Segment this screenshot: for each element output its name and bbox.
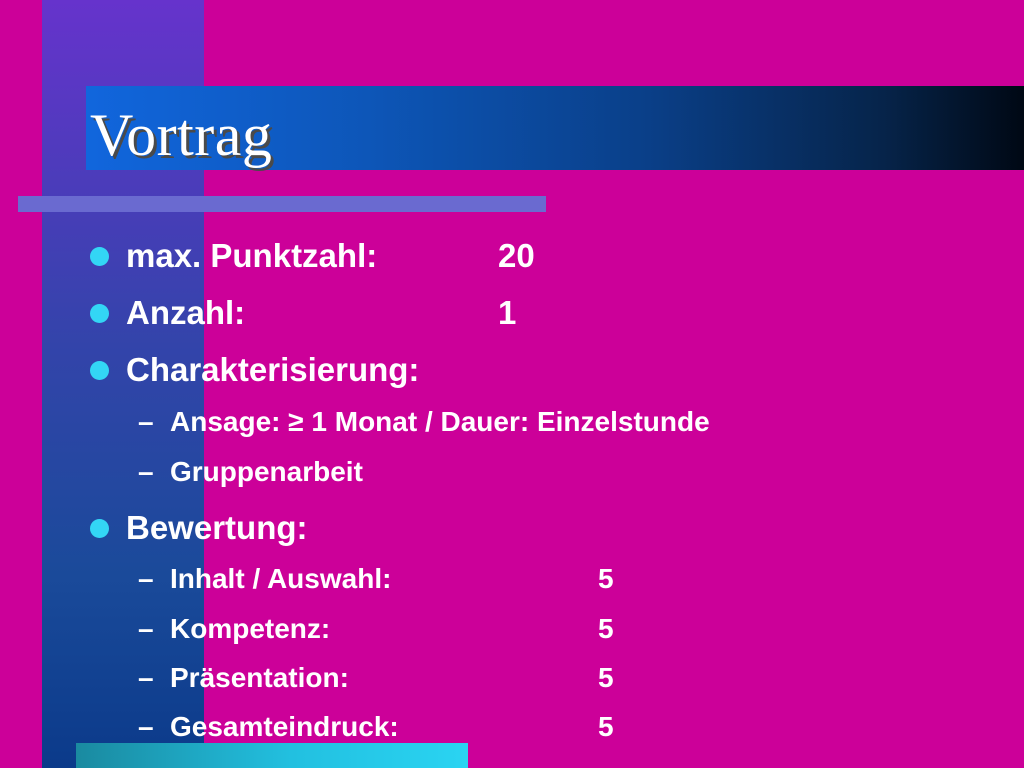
item-label: max. Punktzahl: <box>126 237 378 274</box>
title-band <box>86 86 1024 170</box>
dash-marker: – <box>138 563 154 594</box>
slide-title: Vortrag <box>90 102 273 168</box>
sub-item-label: Kompetenz: <box>170 613 331 644</box>
bottom-decorative-bar <box>76 743 468 768</box>
sub-item-value: 5 <box>598 662 614 693</box>
list-item-count: Anzahl: 1 <box>0 293 1024 333</box>
sub-item-value: 5 <box>598 613 614 644</box>
sub-item-value: 5 <box>598 711 614 742</box>
sub-item-competence: – Kompetenz: 5 <box>0 611 1024 647</box>
list-item-evaluation: Bewertung: <box>0 508 1024 548</box>
dash-marker: – <box>138 406 154 437</box>
item-label: Bewertung: <box>126 509 308 546</box>
sub-item-value: 5 <box>598 563 614 594</box>
bullet-icon <box>90 304 109 323</box>
sub-item-label: Präsentation: <box>170 662 349 693</box>
item-label: Anzahl: <box>126 294 246 331</box>
sub-item-presentation: – Präsentation: 5 <box>0 660 1024 696</box>
sub-item-group-work: – Gruppenarbeit <box>0 454 1024 490</box>
sub-item-text: Ansage: ≥ 1 Monat / Dauer: Einzelstunde <box>170 406 710 437</box>
dash-marker: – <box>138 456 154 487</box>
title-underline <box>18 196 546 212</box>
item-value: 20 <box>498 237 535 274</box>
bullet-icon <box>90 247 109 266</box>
dash-marker: – <box>138 662 154 693</box>
sub-item-overall-impression: – Gesamteindruck: 5 <box>0 709 1024 745</box>
dash-marker: – <box>138 613 154 644</box>
dash-marker: – <box>138 711 154 742</box>
sub-item-announcement: – Ansage: ≥ 1 Monat / Dauer: Einzelstund… <box>0 404 1024 440</box>
item-label: Charakterisierung: <box>126 351 420 388</box>
bullet-icon <box>90 519 109 538</box>
list-item-characterization: Charakterisierung: <box>0 350 1024 390</box>
sub-item-text: Gruppenarbeit <box>170 456 363 487</box>
bullet-icon <box>90 361 109 380</box>
sub-item-label: Gesamteindruck: <box>170 711 399 742</box>
sub-item-content: – Inhalt / Auswahl: 5 <box>0 561 1024 597</box>
sub-item-label: Inhalt / Auswahl: <box>170 563 392 594</box>
item-value: 1 <box>498 294 517 331</box>
list-item-max-points: max. Punktzahl: 20 <box>0 236 1024 276</box>
